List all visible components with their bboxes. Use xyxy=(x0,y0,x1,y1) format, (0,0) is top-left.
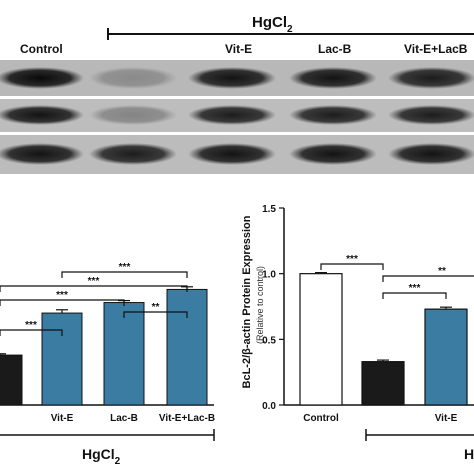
blot-band xyxy=(188,143,276,165)
right-significance-bracket xyxy=(382,292,447,299)
right-significance-bracket xyxy=(382,275,474,282)
left-x-label: Lac-B xyxy=(110,413,138,424)
right-y-tick-label: 1.0 xyxy=(262,270,276,281)
blot-band xyxy=(289,143,377,165)
blot-band xyxy=(89,67,177,89)
blot-band xyxy=(89,105,177,125)
left-significance-bracket xyxy=(123,311,188,318)
blot-band xyxy=(388,67,474,89)
right-significance-label: ** xyxy=(438,266,446,277)
right-x-label: Control xyxy=(303,413,339,424)
chart-left: ************** Vit-E Lac-B Vit-E+Lac-B HgC… xyxy=(0,262,215,467)
blot-band xyxy=(388,105,474,125)
left-bar xyxy=(166,288,208,406)
left-significance-bracket xyxy=(61,271,188,278)
left-significance-label: *** xyxy=(25,320,37,331)
left-group-label: HgCl2 xyxy=(82,446,121,467)
right-y-tick-label: 0.0 xyxy=(262,401,276,412)
right-group-label: H xyxy=(464,446,474,462)
left-significance-bracket xyxy=(0,329,63,336)
blot-header: HgCl2 Control Vit-E Lac-B Vit-E+LacB xyxy=(20,14,474,56)
right-bar xyxy=(424,308,468,406)
right-ylabel: BcL-2/β-actin Protein Expression xyxy=(241,215,253,388)
blot-band xyxy=(188,105,276,125)
left-x-label: Vit-E xyxy=(51,413,74,424)
blot-band xyxy=(0,143,84,165)
right-ylabel-sub: (Relative to control) xyxy=(255,266,265,344)
right-significance-bracket xyxy=(320,263,384,270)
right-y-tick-label: 0.5 xyxy=(262,335,276,346)
blot-band xyxy=(388,143,474,165)
blot-band xyxy=(188,67,276,89)
lane-label-lac-b: Lac-B xyxy=(318,42,352,56)
blot-band xyxy=(0,67,84,89)
left-significance-label: ** xyxy=(152,302,160,313)
right-y-tick-label: 1.5 xyxy=(262,204,276,215)
blot-band xyxy=(0,105,84,125)
right-significance-label: *** xyxy=(409,283,421,294)
left-bar xyxy=(0,354,23,406)
right-significance-label: *** xyxy=(346,254,358,265)
left-significance-label: *** xyxy=(56,290,68,301)
left-bar xyxy=(41,312,83,406)
left-bar xyxy=(103,302,145,406)
blot-band xyxy=(289,67,377,89)
blot-band xyxy=(89,143,177,165)
right-bar xyxy=(361,361,405,406)
left-significance-label: *** xyxy=(119,262,131,273)
western-blot-panel xyxy=(0,60,474,174)
left-significance-label: *** xyxy=(88,276,100,287)
lane-label-control: Control xyxy=(20,42,63,56)
blot-band xyxy=(289,105,377,125)
right-bar xyxy=(299,273,343,406)
lane-label-vit-e: Vit-E xyxy=(225,42,252,56)
left-significance-bracket xyxy=(0,285,188,292)
treatment-group-label: HgCl2 xyxy=(252,14,293,35)
lane-label-vit-e-lac-b: Vit-E+LacB xyxy=(404,42,468,56)
left-significance-bracket xyxy=(0,299,125,306)
right-x-label: Vit-E xyxy=(435,413,458,424)
chart-right: BcL-2/β-actin Protein Expression (Relati… xyxy=(241,204,474,462)
left-x-label: Vit-E+Lac-B xyxy=(159,413,215,424)
